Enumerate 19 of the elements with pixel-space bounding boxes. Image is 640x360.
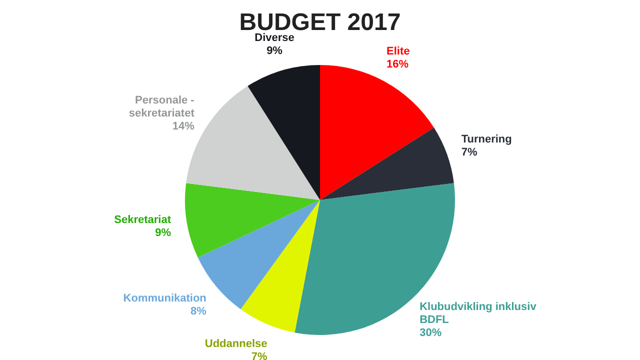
data-label: 30% [420, 326, 442, 339]
slice-label: Kommunikation [123, 292, 207, 304]
slice-label: Personale - sekretariatet [128, 94, 195, 120]
slice-label: Klubudvikling inklusiv BDFL [420, 300, 538, 326]
data-label: 16% [386, 58, 409, 71]
pie-slice [320, 128, 454, 200]
pie-slice [240, 200, 320, 333]
data-label: 14% [172, 120, 195, 133]
slice-label: Uddannelse [204, 338, 268, 350]
slice-label: Elite [386, 46, 410, 58]
data-label: 9% [266, 44, 283, 57]
data-label: 9% [155, 227, 172, 239]
pie-slice [185, 183, 320, 258]
data-label: 8% [190, 305, 207, 318]
slice-label: Turnering [461, 133, 512, 146]
data-label: 7% [251, 351, 268, 360]
pie-slice [248, 65, 320, 200]
slice-label: Sekretariat [114, 214, 172, 226]
data-label: 7% [461, 146, 478, 158]
